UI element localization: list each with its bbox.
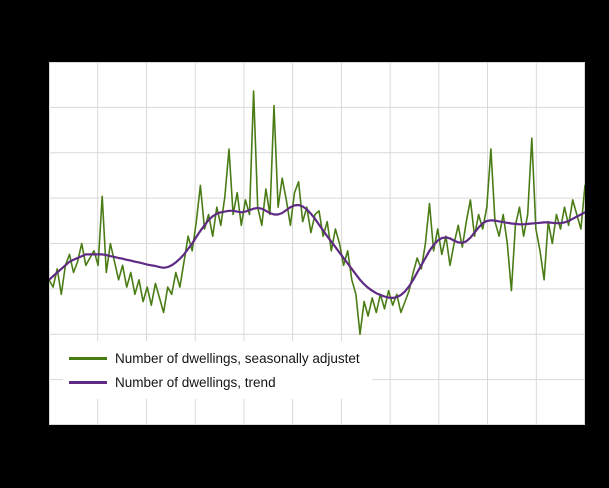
- seasonal-line-swatch: [69, 356, 107, 360]
- legend-item-seasonal: Number of dwellings, seasonally adjustet: [69, 346, 360, 370]
- legend: Number of dwellings, seasonally adjustet…: [63, 341, 372, 399]
- trend-series-line: [49, 203, 585, 299]
- seasonal-series-line: [49, 90, 585, 336]
- legend-item-trend: Number of dwellings, trend: [69, 370, 360, 394]
- trend-line-swatch: [69, 380, 107, 384]
- chart-plot-area: Number of dwellings, seasonally adjustet…: [49, 62, 585, 425]
- legend-label-seasonal: Number of dwellings, seasonally adjustet: [115, 350, 360, 366]
- line-chart: [49, 62, 585, 425]
- plot-frame: [49, 62, 585, 425]
- legend-label-trend: Number of dwellings, trend: [115, 374, 276, 390]
